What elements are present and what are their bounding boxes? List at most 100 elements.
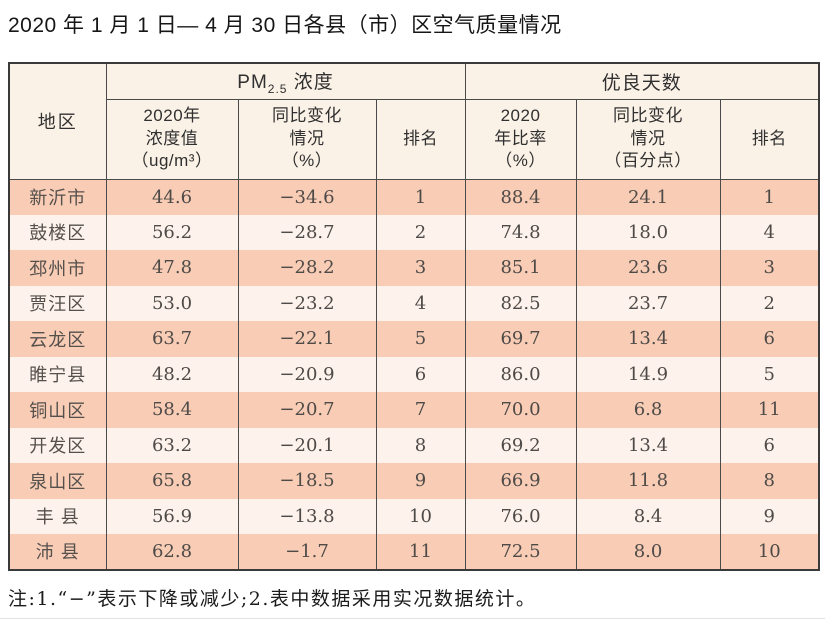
column-header-pm-rank: 排名 — [375, 99, 466, 180]
value-cell: 23.6 — [575, 250, 721, 286]
value-cell: 63.2 — [105, 427, 239, 463]
column-header-pm-change: 同比变化 情况 （%） — [237, 99, 377, 180]
rank-cell: 4 — [375, 285, 466, 321]
pm-prefix: PM — [237, 71, 268, 93]
rank-cell: 5 — [375, 321, 466, 357]
value-cell: −28.7 — [237, 214, 377, 250]
value-cell: −13.8 — [237, 498, 377, 534]
divider — [0, 618, 825, 619]
table-row: 鼓楼区 56.2 −28.7 2 74.8 18.0 4 — [8, 214, 820, 250]
value-cell: 8.4 — [575, 498, 721, 534]
table-row: 铜山区 58.4 −20.7 7 70.0 6.8 11 — [8, 392, 820, 428]
table-header: 地区 PM2.5 浓度 优良天数 2020年 浓度值 （ug/m³） 同比变化 … — [8, 63, 820, 180]
column-header-days-ratio: 2020 年比率 （%） — [464, 99, 577, 180]
column-header-days-change: 同比变化 情况 （百分点） — [575, 99, 721, 180]
value-cell: 63.7 — [105, 321, 239, 357]
region-cell: 鼓楼区 — [8, 214, 107, 250]
rank-cell: 3 — [719, 250, 820, 286]
region-cell: 新沂市 — [8, 179, 107, 215]
region-cell: 沛 县 — [8, 534, 107, 570]
footnote: 注:1.“−”表示下降或减少;2.表中数据采用实况数据统计。 — [8, 588, 537, 610]
table-row: 泉山区 65.8 −18.5 9 66.9 11.8 8 — [8, 463, 820, 499]
page-title: 2020 年 1 月 1 日— 4 月 30 日各县（市）区空气质量情况 — [8, 14, 562, 37]
value-cell: −20.1 — [237, 427, 377, 463]
table-row: 邳州市 47.8 −28.2 3 85.1 23.6 3 — [8, 250, 820, 286]
rank-cell: 11 — [375, 534, 466, 570]
region-cell: 丰 县 — [8, 498, 107, 534]
header-sub-row: 2020年 浓度值 （ug/m³） 同比变化 情况 （%） 排名 2020 年比… — [9, 99, 820, 180]
rank-cell: 10 — [719, 534, 820, 570]
column-header-pm-value: 2020年 浓度值 （ug/m³） — [105, 99, 239, 180]
value-cell: −34.6 — [237, 179, 377, 215]
value-cell: 56.2 — [105, 214, 239, 250]
value-cell: 86.0 — [464, 356, 577, 392]
rank-cell: 9 — [719, 498, 820, 534]
pm-subscript: 2.5 — [267, 81, 288, 96]
table-row: 开发区 63.2 −20.1 8 69.2 13.4 6 — [8, 427, 820, 463]
value-cell: −20.9 — [237, 356, 377, 392]
table-row: 丰 县 56.9 −13.8 10 76.0 8.4 9 — [8, 498, 820, 534]
rank-cell: 11 — [719, 392, 820, 428]
rank-cell: 2 — [719, 285, 820, 321]
value-cell: 44.6 — [105, 179, 239, 215]
region-cell: 睢宁县 — [8, 356, 107, 392]
value-cell: −23.2 — [237, 285, 377, 321]
value-cell: 23.7 — [575, 285, 721, 321]
column-group-pm25: PM2.5 浓度 — [105, 63, 466, 100]
table-body: 新沂市 44.6 −34.6 1 88.4 24.1 1 鼓楼区 56.2 −28.7 2 74.8 1… — [8, 179, 820, 570]
value-cell: 70.0 — [464, 392, 577, 428]
rank-cell: 8 — [719, 463, 820, 499]
rank-cell: 6 — [719, 321, 820, 357]
region-cell: 泉山区 — [8, 463, 107, 499]
value-cell: 47.8 — [105, 250, 239, 286]
value-cell: 85.1 — [464, 250, 577, 286]
value-cell: −20.7 — [237, 392, 377, 428]
rank-cell: 5 — [719, 356, 820, 392]
rank-cell: 9 — [375, 463, 466, 499]
value-cell: 82.5 — [464, 285, 577, 321]
table-row: 睢宁县 48.2 −20.9 6 86.0 14.9 5 — [8, 356, 820, 392]
rank-cell: 6 — [375, 356, 466, 392]
value-cell: −22.1 — [237, 321, 377, 357]
table-row: 贾汪区 53.0 −23.2 4 82.5 23.7 2 — [8, 285, 820, 321]
value-cell: −1.7 — [237, 534, 377, 570]
value-cell: 13.4 — [575, 321, 721, 357]
value-cell: 66.9 — [464, 463, 577, 499]
value-cell: 56.9 — [105, 498, 239, 534]
region-cell: 云龙区 — [8, 321, 107, 357]
value-cell: −18.5 — [237, 463, 377, 499]
column-header-days-rank: 排名 — [719, 99, 820, 180]
value-cell: 18.0 — [575, 214, 721, 250]
rank-cell: 1 — [375, 179, 466, 215]
region-cell: 开发区 — [8, 427, 107, 463]
rank-cell: 1 — [719, 179, 820, 215]
table-row: 新沂市 44.6 −34.6 1 88.4 24.1 1 — [8, 179, 820, 215]
rank-cell: 3 — [375, 250, 466, 286]
table-row: 云龙区 63.7 −22.1 5 69.7 13.4 6 — [8, 321, 820, 357]
value-cell: 58.4 — [105, 392, 239, 428]
value-cell: 14.9 — [575, 356, 721, 392]
value-cell: 74.8 — [464, 214, 577, 250]
rank-cell: 6 — [719, 427, 820, 463]
region-cell: 铜山区 — [8, 392, 107, 428]
value-cell: 62.8 — [105, 534, 239, 570]
value-cell: −28.2 — [237, 250, 377, 286]
air-quality-table: 地区 PM2.5 浓度 优良天数 2020年 浓度值 （ug/m³） 同比变化 … — [8, 62, 821, 571]
column-group-good-days: 优良天数 — [464, 63, 820, 100]
pm-suffix: 浓度 — [287, 71, 334, 93]
value-cell: 24.1 — [575, 179, 721, 215]
rank-cell: 4 — [719, 214, 820, 250]
value-cell: 48.2 — [105, 356, 239, 392]
value-cell: 72.5 — [464, 534, 577, 570]
value-cell: 69.2 — [464, 427, 577, 463]
header-group-row: 地区 PM2.5 浓度 优良天数 — [8, 63, 820, 180]
rank-cell: 10 — [375, 498, 466, 534]
rank-cell: 2 — [375, 214, 466, 250]
value-cell: 8.0 — [575, 534, 721, 570]
value-cell: 11.8 — [575, 463, 721, 499]
value-cell: 53.0 — [105, 285, 239, 321]
value-cell: 88.4 — [464, 179, 577, 215]
region-cell: 邳州市 — [8, 250, 107, 286]
value-cell: 13.4 — [575, 427, 721, 463]
